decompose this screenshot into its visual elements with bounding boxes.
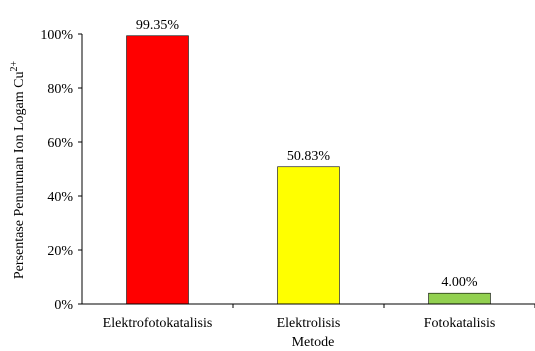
x-axis-title: Metode [292, 335, 335, 350]
bar [126, 35, 189, 305]
bars [126, 35, 491, 305]
bar-value-label: 99.35% [136, 18, 180, 33]
y-tick-label: 80% [47, 82, 73, 97]
bar-value-label: 4.00% [441, 275, 478, 290]
x-axis: Elektrofotokatalisis Elektrolisis Fotokata… [82, 303, 535, 331]
bar [428, 292, 491, 305]
x-category-label: Elektrofotokatalisis [103, 316, 213, 331]
y-tick-label: 20% [47, 244, 73, 259]
y-tick-label: 100% [40, 28, 73, 43]
bar [277, 166, 340, 305]
y-axis-title-superscript: 2+ [9, 61, 20, 72]
x-category-label: Elektrolisis [277, 316, 341, 331]
y-tick-label: 40% [47, 190, 73, 205]
y-axis: 0% 20% 40% 60% 80% 100% [40, 28, 83, 313]
y-axis-title: Persentase Penurunan Ion Logam Cu2+ [9, 61, 27, 280]
bar-value-label: 50.83% [287, 149, 331, 164]
y-tick-label: 0% [54, 298, 73, 313]
y-tick-label: 60% [47, 136, 73, 151]
data-labels: 99.35% 50.83% 4.00% [136, 18, 478, 290]
y-axis-title-main: Persentase Penurunan Ion Logam Cu [12, 72, 27, 280]
x-category-label: Fotokatalisis [424, 316, 496, 331]
